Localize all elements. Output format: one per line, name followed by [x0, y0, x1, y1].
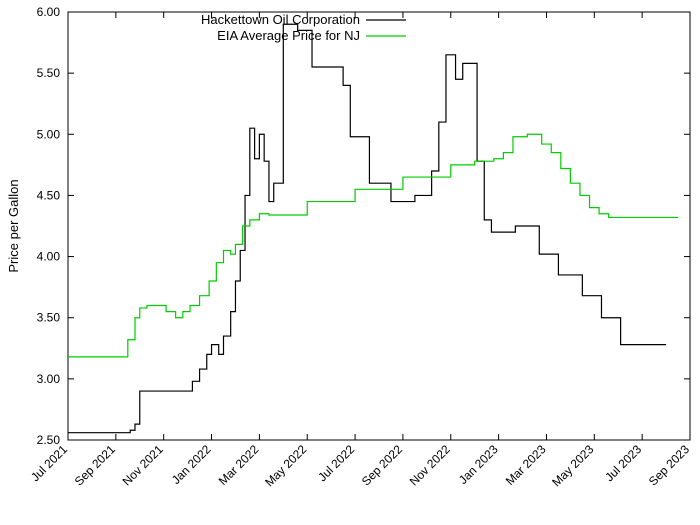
legend-label-1: EIA Average Price for NJ: [217, 28, 360, 43]
y-tick-label: 4.00: [37, 250, 61, 264]
y-tick-label: 6.00: [37, 5, 61, 19]
price-chart: 2.503.003.504.004.505.005.506.00Jul 2021…: [0, 0, 700, 525]
chart-container: 2.503.003.504.004.505.005.506.00Jul 2021…: [0, 0, 700, 525]
y-tick-label: 3.00: [37, 372, 61, 386]
y-axis-label: Price per Gallon: [6, 179, 21, 272]
y-tick-label: 3.50: [37, 311, 61, 325]
y-tick-label: 5.00: [37, 127, 61, 141]
legend-label-0: Hackettown Oil Corporation: [201, 12, 360, 27]
y-tick-label: 5.50: [37, 66, 61, 80]
y-tick-label: 4.50: [37, 188, 61, 202]
